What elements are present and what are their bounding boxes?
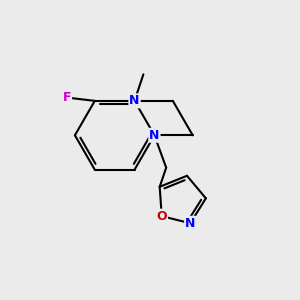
Text: N: N (185, 217, 196, 230)
Text: F: F (63, 92, 71, 104)
Text: N: N (129, 94, 140, 107)
Text: O: O (156, 210, 167, 223)
Text: N: N (149, 129, 160, 142)
